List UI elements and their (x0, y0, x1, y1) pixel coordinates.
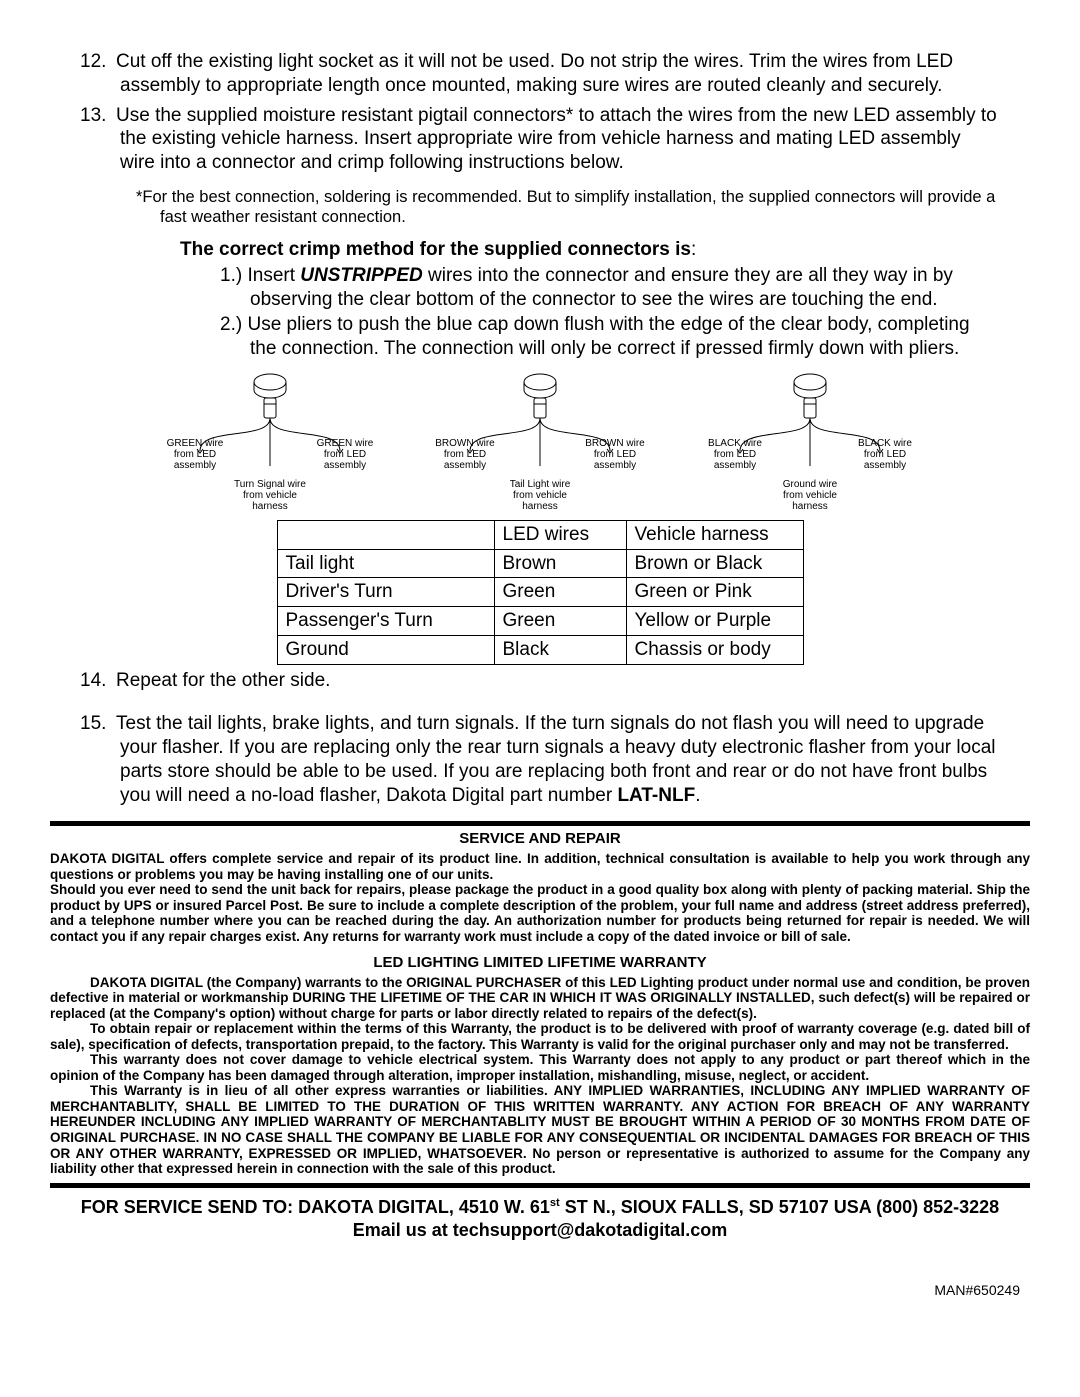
harness-label: Tail Light wire from vehicle harness (510, 479, 571, 512)
table-row: Passenger's TurnGreenYellow or Purple (277, 607, 803, 636)
right-wire-label: BLACK wire from LED assembly (855, 438, 915, 471)
step-num: 12. (80, 50, 116, 74)
crimp-steps: 1.) Insert UNSTRIPPED wires into the con… (50, 264, 1030, 361)
left-wire-label: GREEN wire from LED assembly (165, 438, 225, 471)
right-wire-label: BROWN wire from LED assembly (585, 438, 645, 471)
step-14: 14.Repeat for the other side. (80, 669, 1000, 693)
instruction-list: 12.Cut off the existing light socket as … (50, 50, 1030, 175)
step-15: 15.Test the tail lights, brake lights, a… (80, 712, 1000, 807)
connector-group-1: GREEN wire from LED assembly GREEN wire … (165, 371, 375, 512)
table-row: Driver's TurnGreenGreen or Pink (277, 578, 803, 607)
divider (50, 1183, 1030, 1188)
table-row: Tail lightBrownBrown or Black (277, 549, 803, 578)
step-num: 13. (80, 104, 116, 128)
step-12: 12.Cut off the existing light socket as … (80, 50, 1000, 98)
left-wire-label: BLACK wire from LED assembly (705, 438, 765, 471)
right-wire-label: GREEN wire from LED assembly (315, 438, 375, 471)
table-header: Vehicle harness (626, 520, 803, 549)
divider (50, 821, 1030, 826)
footnote: *For the best connection, soldering is r… (50, 181, 1030, 238)
table-row: GroundBlackChassis or body (277, 635, 803, 664)
connector-group-2: BROWN wire from LED assembly BROWN wire … (435, 371, 645, 512)
connector-diagram-row: GREEN wire from LED assembly GREEN wire … (50, 371, 1030, 512)
instruction-list-cont2: 15.Test the tail lights, brake lights, a… (50, 712, 1030, 807)
step-text: Use the supplied moisture resistant pigt… (116, 105, 997, 174)
wire-table: LED wires Vehicle harness Tail lightBrow… (277, 520, 804, 665)
connector-group-3: BLACK wire from LED assembly BLACK wire … (705, 371, 915, 512)
table-header-row: LED wires Vehicle harness (277, 520, 803, 549)
footer-address: FOR SERVICE SEND TO: DAKOTA DIGITAL, 451… (50, 1196, 1030, 1243)
crimp-heading: The correct crimp method for the supplie… (50, 238, 1030, 262)
step-text: Cut off the existing light socket as it … (116, 51, 953, 96)
service-title: SERVICE AND REPAIR (50, 830, 1030, 849)
service-text: DAKOTA DIGITAL offers complete service a… (50, 851, 1030, 944)
instruction-list-cont: 14.Repeat for the other side. (50, 669, 1030, 693)
manual-number: MAN#650249 (50, 1282, 1030, 1300)
harness-label: Ground wire from vehicle harness (783, 479, 837, 512)
left-wire-label: BROWN wire from LED assembly (435, 438, 495, 471)
crimp-step-1: 1.) Insert UNSTRIPPED wires into the con… (220, 264, 1000, 312)
warranty-title: LED LIGHTING LIMITED LIFETIME WARRANTY (50, 954, 1030, 973)
table-header (277, 520, 494, 549)
harness-label: Turn Signal wire from vehicle harness (234, 479, 306, 512)
crimp-step-2: 2.) Use pliers to push the blue cap down… (220, 313, 1000, 361)
warranty-text: DAKOTA DIGITAL (the Company) warrants to… (50, 975, 1030, 1177)
step-13: 13.Use the supplied moisture resistant p… (80, 104, 1000, 175)
table-header: LED wires (494, 520, 626, 549)
